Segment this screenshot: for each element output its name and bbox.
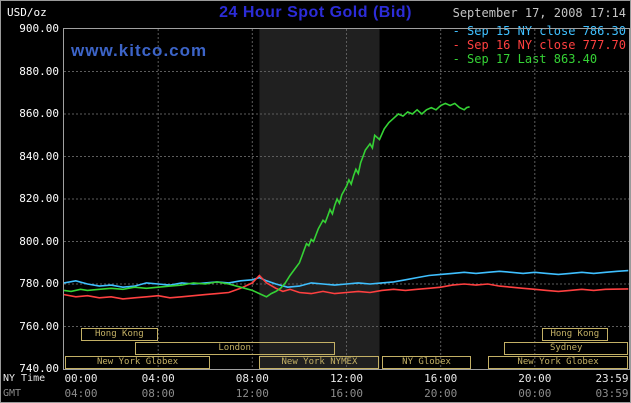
x-axis-tick-label: 04:00 bbox=[141, 372, 175, 385]
nymex-session-highlight-band bbox=[259, 29, 380, 369]
legend-dash-icon: - bbox=[452, 38, 468, 52]
market-session-box: Hong Kong bbox=[541, 328, 608, 341]
market-session-box: New York Globex bbox=[65, 356, 210, 369]
chart-canvas bbox=[64, 29, 629, 369]
y-axis-units-label: USD/oz bbox=[7, 6, 47, 19]
legend-label: Sep 17 Last bbox=[467, 52, 554, 66]
x-axis-tick-label: 00:00 bbox=[518, 387, 552, 400]
y-axis-tick-label: 740.00 bbox=[19, 362, 59, 375]
legend-label: Sep 16 NY close bbox=[467, 38, 583, 52]
x-axis-tick-label: 04:00 bbox=[64, 387, 98, 400]
chart-legend: - Sep 15 NY close 786.30- Sep 16 NY clos… bbox=[453, 24, 626, 66]
x-axis-tick-label: 08:00 bbox=[141, 387, 175, 400]
legend-item: - Sep 17 Last 863.40 bbox=[453, 52, 626, 66]
legend-value: 786.30 bbox=[582, 24, 626, 38]
market-session-box: London bbox=[134, 342, 335, 355]
x-axis-tick-label: 23:59 bbox=[595, 372, 629, 385]
y-axis-tick-label: 760.00 bbox=[19, 319, 59, 333]
x-axis-row-name: GMT bbox=[3, 388, 22, 399]
x-axis-row-name: NY Time bbox=[3, 373, 46, 384]
x-axis-tick-label: 12:00 bbox=[329, 372, 364, 385]
price-line-1 bbox=[64, 274, 629, 300]
x-axis-tick-label: 20:00 bbox=[424, 387, 458, 400]
chart-datetime: September 17, 2008 17:14 bbox=[452, 6, 626, 20]
market-session-box: New York Globex bbox=[487, 356, 629, 369]
y-axis-tick-label: 840.00 bbox=[19, 149, 59, 163]
x-axis-tick-label: 16:00 bbox=[424, 372, 458, 385]
market-session-box: NY Globex bbox=[381, 356, 472, 369]
y-axis-tick-label: 880.00 bbox=[19, 64, 59, 78]
kitco-watermark: www.kitco.com bbox=[71, 41, 208, 60]
x-axis-tick-label: 00:00 bbox=[64, 372, 98, 385]
market-session-box: Hong Kong bbox=[80, 328, 159, 341]
market-session-box: Sydney bbox=[504, 342, 629, 355]
legend-value: 777.70 bbox=[582, 38, 626, 52]
price-line-2 bbox=[64, 102, 470, 298]
legend-item: - Sep 16 NY close 777.70 bbox=[453, 38, 626, 52]
price-line-0 bbox=[64, 269, 629, 289]
plot-area: www.kitco.com Hong Kong Hong Kong London Sy… bbox=[63, 28, 630, 370]
x-axis-tick-label: 08:00 bbox=[235, 372, 269, 385]
market-session-box: New York NYMEX bbox=[259, 356, 380, 369]
page-title: 24 Hour Spot Gold (Bid) bbox=[219, 4, 412, 21]
x-axis-tick-label: 12:00 bbox=[235, 387, 269, 400]
y-axis-tick-label: 780.00 bbox=[19, 277, 59, 290]
y-axis-tick-label: 820.00 bbox=[19, 192, 59, 205]
x-axis-tick-label: 16:00 bbox=[329, 387, 364, 400]
y-axis-tick-label: 860.00 bbox=[19, 107, 59, 120]
legend-label: Sep 15 NY close bbox=[467, 24, 583, 38]
y-axis-tick-label: 900.00 bbox=[19, 22, 59, 35]
legend-dash-icon: - bbox=[452, 24, 468, 38]
legend-value: 863.40 bbox=[553, 52, 598, 66]
y-axis-tick-label: 800.00 bbox=[19, 234, 59, 248]
legend-dash-icon: - bbox=[452, 52, 468, 66]
x-axis-tick-label: 03:59 bbox=[595, 387, 629, 400]
legend-item: - Sep 15 NY close 786.30 bbox=[453, 24, 626, 38]
x-axis-tick-label: 20:00 bbox=[518, 372, 552, 385]
